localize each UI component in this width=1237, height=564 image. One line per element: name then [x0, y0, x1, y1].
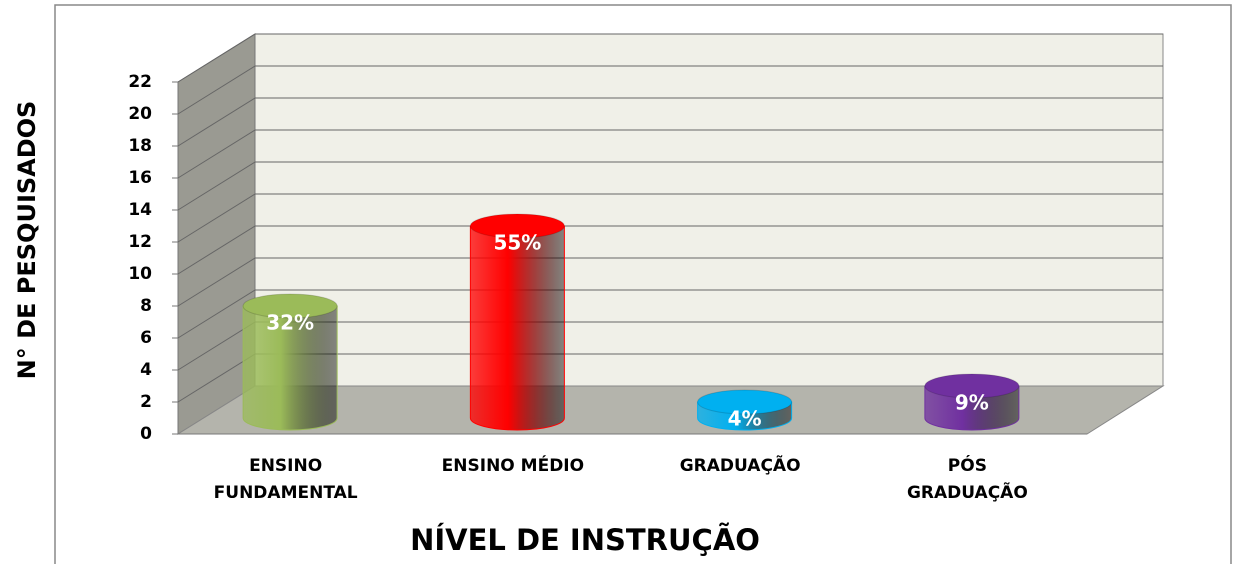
y-tick-label: 10 [128, 264, 152, 284]
y-tick-label: 16 [128, 168, 152, 188]
grid-line [177, 257, 256, 307]
frame [54, 4, 1232, 564]
y-tick-label: 8 [140, 296, 152, 316]
grid-line [177, 193, 256, 243]
value-label: 9% [955, 391, 989, 415]
x-tick-label: PÓS [948, 454, 987, 476]
grid-line [177, 353, 256, 403]
value-label: 32% [266, 311, 314, 335]
x-tick-label: ENSINO [249, 456, 322, 476]
grid-line [177, 225, 256, 275]
grid-line [177, 321, 256, 371]
cylinder-top [697, 389, 793, 415]
grid-line [177, 289, 256, 339]
x-tick-label: ENSINO MÉDIO [442, 454, 584, 476]
cylinder-top [924, 373, 1020, 399]
y-tick-label: 4 [140, 360, 152, 380]
bar [469, 225, 565, 431]
back-wall [254, 33, 1164, 387]
grid-line [177, 129, 256, 179]
y-tick-label: 6 [140, 328, 152, 348]
cylinder-top [469, 213, 565, 239]
grid-line [177, 97, 256, 147]
bar [242, 305, 338, 431]
y-tick-label: 12 [128, 232, 152, 252]
y-tick-label: 18 [128, 136, 152, 156]
x-tick-label: GRADUAÇÃO [907, 480, 1028, 503]
cylinder-top [242, 293, 338, 319]
x-tick-label: FUNDAMENTAL [214, 483, 358, 503]
y-tick-label: 22 [128, 72, 152, 92]
y-tick-label: 2 [140, 392, 152, 412]
grid-line [177, 33, 256, 83]
x-axis-title: NÍVEL DE INSTRUÇÃO [410, 523, 760, 557]
value-label: 4% [728, 407, 762, 431]
y-tick-label: 20 [128, 104, 152, 124]
grid-line [177, 65, 256, 115]
grid-line [177, 161, 256, 211]
value-label: 55% [493, 231, 541, 255]
bar [924, 385, 1020, 431]
y-tick-label: 14 [128, 200, 152, 220]
y-axis-title: N° DE PESQUISADOS [13, 101, 41, 380]
x-tick-label: GRADUAÇÃO [680, 453, 801, 476]
y-tick-label: 0 [140, 424, 152, 444]
